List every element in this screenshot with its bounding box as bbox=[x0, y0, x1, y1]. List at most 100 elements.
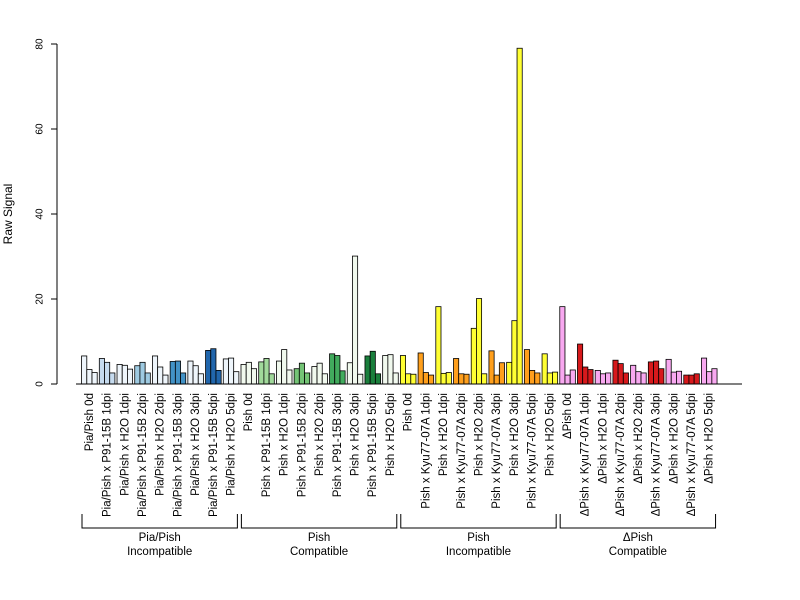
bar bbox=[605, 372, 612, 385]
bar bbox=[445, 372, 452, 385]
category-label: Pish x H2O 1dpi bbox=[438, 393, 450, 476]
bars bbox=[81, 47, 718, 385]
bar bbox=[233, 371, 240, 385]
group-label: Compatible bbox=[609, 546, 667, 558]
category-label: Pish x Kyu77-07A 2dpi bbox=[456, 393, 468, 509]
bar bbox=[174, 360, 181, 385]
category-label: ΔPish x H2O 5dpi bbox=[704, 393, 716, 484]
bar bbox=[617, 363, 624, 385]
bar bbox=[321, 373, 328, 385]
bar bbox=[630, 364, 637, 385]
bar bbox=[410, 373, 417, 385]
bar bbox=[304, 372, 311, 385]
bar bbox=[91, 372, 98, 385]
bar bbox=[422, 372, 429, 385]
bar bbox=[197, 373, 204, 385]
group-label: Pia/Pish bbox=[139, 532, 181, 544]
category-label: Pish x Kyu77-07A 5dpi bbox=[527, 393, 539, 509]
bar bbox=[215, 369, 222, 385]
bar bbox=[369, 350, 376, 385]
bar bbox=[311, 366, 318, 385]
bar bbox=[139, 361, 146, 385]
bar bbox=[653, 360, 660, 385]
category-label: Pish x P91-15B 1dpi bbox=[261, 393, 273, 497]
y-tick-label: 0 bbox=[35, 381, 46, 387]
bar bbox=[121, 364, 128, 385]
bar bbox=[339, 370, 346, 385]
bar bbox=[453, 358, 460, 385]
bar bbox=[711, 368, 718, 385]
bar bbox=[458, 373, 465, 385]
group-label: Pish bbox=[467, 532, 489, 544]
bar bbox=[346, 362, 353, 385]
group-label: Compatible bbox=[290, 546, 348, 558]
bar bbox=[676, 370, 683, 385]
bar bbox=[569, 369, 576, 385]
category-label: ΔPish x Kyu77-07A 5dpi bbox=[686, 393, 698, 516]
group-label: ΔPish bbox=[623, 532, 653, 544]
bar bbox=[599, 373, 606, 385]
bar bbox=[587, 369, 594, 385]
bar bbox=[546, 372, 553, 385]
bar bbox=[187, 360, 194, 385]
bar bbox=[268, 373, 275, 385]
category-label: Pish x H2O 5dpi bbox=[385, 393, 397, 476]
bar bbox=[470, 327, 477, 385]
bar bbox=[127, 368, 134, 385]
bar bbox=[417, 352, 424, 385]
category-label: Pish x Kyu77-07A 3dpi bbox=[491, 393, 503, 509]
bar bbox=[481, 373, 488, 385]
category-label: ΔPish x H2O 3dpi bbox=[668, 393, 680, 484]
y-tick-label: 80 bbox=[35, 38, 46, 50]
bar bbox=[516, 47, 523, 385]
group-bracket bbox=[81, 514, 238, 529]
bar bbox=[293, 368, 300, 385]
bar bbox=[640, 372, 647, 385]
bar bbox=[435, 306, 442, 385]
category-label: Pish x H2O 1dpi bbox=[279, 393, 291, 476]
bar bbox=[688, 374, 695, 385]
bar bbox=[552, 371, 559, 385]
y-axis: 0 20 40 60 80 bbox=[35, 38, 58, 387]
bar bbox=[109, 372, 116, 385]
category-label: Pish x Kyu77-07A 1dpi bbox=[420, 393, 432, 509]
bar bbox=[228, 357, 235, 385]
y-tick-label: 60 bbox=[35, 123, 46, 135]
bar bbox=[529, 369, 536, 385]
bar bbox=[387, 354, 394, 385]
bar bbox=[701, 357, 708, 385]
category-label: Pia/Pish x P91-15B 5dpi bbox=[208, 393, 220, 517]
bar bbox=[205, 350, 212, 385]
bar bbox=[86, 369, 93, 385]
bar bbox=[192, 365, 199, 385]
bar bbox=[523, 349, 530, 385]
category-label: Pia/Pish x P91-15B 2dpi bbox=[137, 393, 149, 517]
bar bbox=[506, 361, 513, 385]
bar bbox=[240, 364, 247, 385]
bar bbox=[399, 355, 406, 385]
bar bbox=[329, 353, 336, 385]
bar bbox=[104, 361, 111, 385]
category-label: Pia/Pish x H2O 1dpi bbox=[119, 393, 131, 496]
category-label: Pish x P91-15B 5dpi bbox=[367, 393, 379, 497]
bar bbox=[210, 348, 217, 385]
bar bbox=[428, 374, 435, 385]
bar bbox=[392, 372, 399, 385]
group-bracket bbox=[240, 514, 398, 529]
bar bbox=[488, 350, 495, 385]
category-label: Pish x H2O 3dpi bbox=[350, 393, 362, 476]
y-tick-label: 40 bbox=[35, 208, 46, 220]
bar bbox=[658, 368, 665, 385]
category-label: Pish x P91-15B 3dpi bbox=[332, 393, 344, 497]
bar bbox=[405, 373, 412, 385]
bar bbox=[382, 355, 389, 385]
bar bbox=[693, 373, 700, 385]
bar bbox=[258, 361, 265, 385]
bar bbox=[440, 372, 447, 385]
bar bbox=[222, 358, 229, 385]
bar bbox=[334, 355, 341, 385]
bar bbox=[635, 371, 642, 385]
bar bbox=[493, 374, 500, 385]
group-label: Incompatible bbox=[446, 546, 511, 558]
